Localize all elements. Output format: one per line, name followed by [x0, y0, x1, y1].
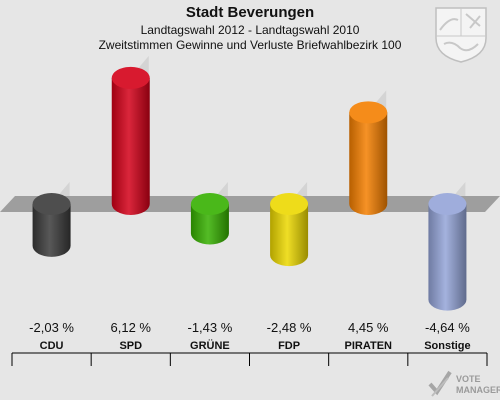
data-label-piraten: 4,45 %: [348, 320, 389, 335]
bar-cdu: [32, 193, 71, 257]
bar-cap: [32, 193, 71, 215]
data-label-fdp: -2,48 %: [267, 320, 312, 335]
logo-text-manager: MANAGER: [456, 385, 500, 395]
bar-cap: [428, 193, 467, 215]
chart-subtitle-2: Zweitstimmen Gewinne und Verluste Briefw…: [98, 38, 402, 52]
data-label-spd: 6,12 %: [111, 320, 152, 335]
x-tick-label-sonstige: Sonstige: [424, 340, 470, 352]
chart-subtitle: Landtagswahl 2012 - Landtagswahl 2010: [140, 23, 360, 37]
bar-cap: [270, 193, 309, 215]
bar-spd: [111, 66, 150, 216]
bar-cap: [190, 193, 229, 215]
x-tick-label-piraten: PIRATEN: [345, 340, 393, 352]
data-label-grüne: -1,43 %: [188, 320, 233, 335]
x-tick-label-fdp: FDP: [278, 340, 300, 352]
bar-body: [32, 204, 71, 257]
votemanager-check-icon: [428, 370, 452, 397]
x-tick-label-spd: SPD: [119, 340, 142, 352]
bar-body: [270, 204, 309, 267]
nrw-coat-of-arms-icon: [435, 7, 487, 63]
bar-cap: [349, 101, 388, 124]
data-label-cdu: -2,03 %: [29, 320, 74, 335]
bar-body: [190, 204, 229, 245]
x-tick-label-cdu: CDU: [40, 340, 64, 352]
bar-body: [111, 77, 150, 216]
bar-body: [349, 112, 388, 216]
bar-sonstige: [428, 193, 467, 311]
bar-piraten: [349, 101, 388, 216]
bar-body: [428, 204, 467, 311]
chart-title: Stadt Beverungen: [185, 4, 315, 21]
data-label-sonstige: -4,64 %: [425, 320, 470, 335]
logo-text-vote: VOTE: [456, 374, 481, 384]
x-tick-label-grüne: GRÜNE: [190, 339, 230, 352]
bar-grüne: [190, 193, 229, 245]
bar-fdp: [270, 193, 309, 267]
votemanager-logo: VOTE MANAGER: [428, 370, 500, 397]
zero-line: [0, 196, 500, 212]
bar-cap: [111, 66, 150, 89]
